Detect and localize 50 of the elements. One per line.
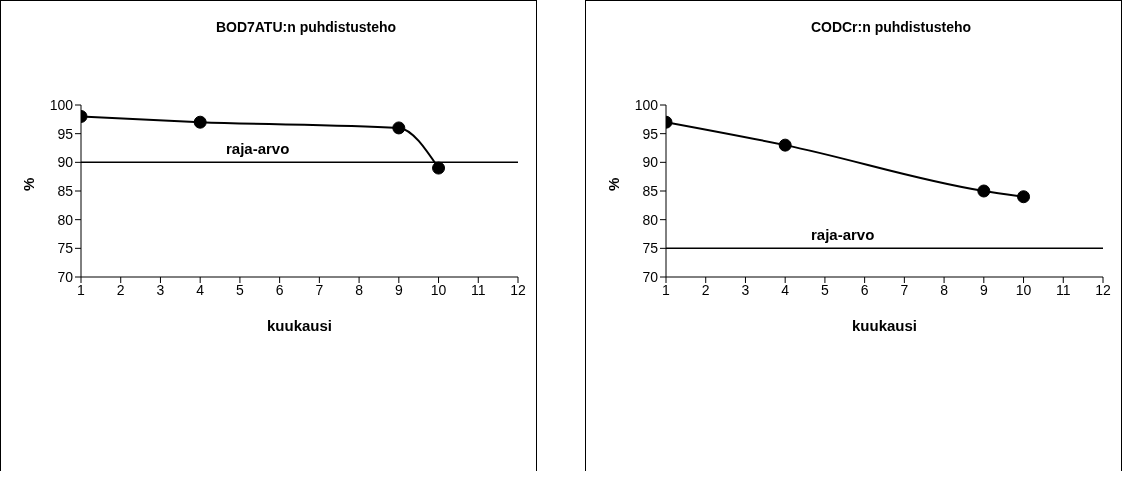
x-tick-label: 5 — [821, 281, 830, 298]
x-tick-label: 7 — [900, 281, 909, 298]
x-tick-label: 3 — [156, 281, 165, 298]
point — [1017, 190, 1031, 204]
y-tick-label: 70 — [57, 268, 74, 285]
x-axis-title: kuukausi — [266, 317, 333, 334]
x-tick-label: 3 — [741, 281, 750, 298]
point — [977, 184, 991, 198]
x-tick-label: 2 — [701, 281, 710, 298]
y-tick-label: 75 — [57, 240, 74, 257]
x-tick-label: 8 — [355, 281, 364, 298]
y-tick-label: 85 — [642, 182, 659, 199]
x-tick-label: 11 — [471, 281, 486, 298]
x-tick-label: 12 — [510, 281, 526, 298]
y-tick-label: 100 — [634, 96, 659, 113]
x-tick-label: 10 — [430, 281, 447, 298]
x-tick-label: 2 — [116, 281, 125, 298]
y-axis-title: % — [20, 177, 38, 191]
x-axis-title: kuukausi — [851, 317, 918, 334]
y-tick-label: 90 — [642, 154, 659, 171]
x-tick-label: 6 — [860, 281, 869, 298]
ref-line-label: raja-arvo — [226, 139, 290, 157]
x-tick-label: 9 — [394, 281, 403, 298]
y-tick-label: 90 — [57, 154, 74, 171]
x-tick-label: 12 — [1095, 281, 1111, 298]
x-tick-label: 9 — [979, 281, 988, 298]
point — [392, 121, 406, 135]
x-tick-label: 7 — [315, 281, 324, 298]
x-tick-label: 1 — [77, 281, 86, 298]
y-tick-label: 85 — [57, 182, 74, 199]
x-tick-label: 8 — [940, 281, 949, 298]
chart-title: CODCr:n puhdistusteho — [809, 19, 973, 35]
y-tick-label: 80 — [642, 211, 659, 228]
y-tick-label: 95 — [642, 125, 659, 142]
x-tick-label: 1 — [662, 281, 671, 298]
x-tick-label: 4 — [196, 281, 205, 298]
y-axis-title: % — [605, 177, 623, 191]
chart-title: BOD7ATU:n puhdistusteho — [214, 19, 398, 35]
ref-line-label: raja-arvo — [811, 225, 875, 243]
y-tick-label: 80 — [57, 211, 74, 228]
x-tick-label: 11 — [1056, 281, 1071, 298]
y-tick-label: 75 — [642, 240, 659, 257]
y-tick-label: 100 — [49, 96, 74, 113]
x-tick-label: 10 — [1015, 281, 1032, 298]
x-tick-label: 6 — [275, 281, 284, 298]
x-tick-label: 4 — [781, 281, 790, 298]
point — [432, 161, 446, 175]
x-tick-label: 5 — [236, 281, 245, 298]
y-tick-label: 70 — [642, 268, 659, 285]
y-tick-label: 95 — [57, 125, 74, 142]
